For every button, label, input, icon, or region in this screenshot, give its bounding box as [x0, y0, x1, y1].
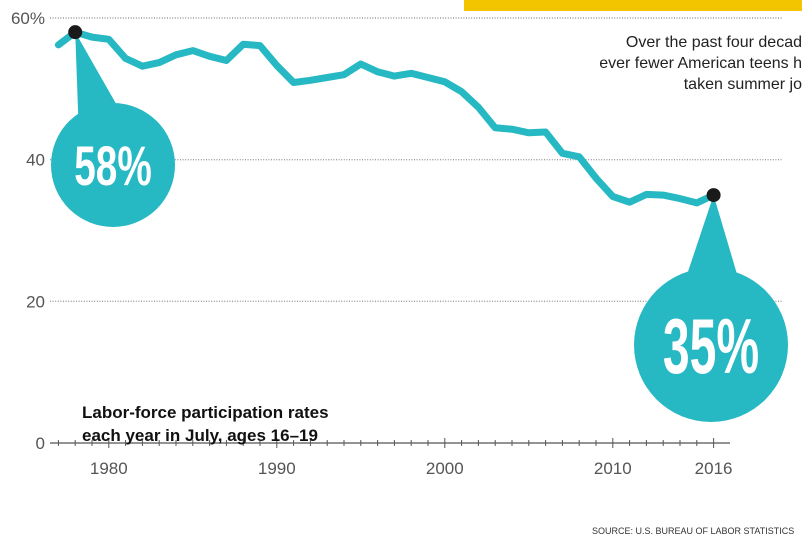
series-line-path [54, 28, 718, 207]
chart-label-line-1: Labor-force participation rates [82, 403, 329, 422]
callouts [51, 32, 788, 422]
highlight-point [706, 188, 721, 203]
x-tick-label: 1980 [90, 459, 128, 478]
x-tick-label: 1990 [258, 459, 296, 478]
x-tick-labels: 1980 1990 2000 2010 2016 [90, 459, 733, 478]
y-tick-label: 20 [26, 292, 45, 311]
callout-bubble [51, 103, 175, 227]
x-axis [50, 438, 730, 448]
callout-pointer [688, 195, 737, 273]
annotation-line-2: ever fewer American teens h [599, 55, 802, 72]
source-note: SOURCE: U.S. BUREAU OF LABOR STATISTICS [592, 526, 794, 536]
y-tick-label: 0 [36, 434, 45, 453]
x-tick-label: 2016 [695, 459, 733, 478]
highlight-point [68, 25, 83, 40]
y-tick-label: 60% [11, 9, 45, 28]
y-tick-labels: 0 20 40 60% [11, 9, 45, 453]
callout-label: 35% [663, 302, 759, 390]
callout-label: 58% [74, 134, 152, 197]
callout-labels: 58% 35% [74, 134, 759, 390]
x-tick-label: 2000 [426, 459, 464, 478]
header-banner [464, 0, 802, 11]
callout-pointer [75, 32, 116, 114]
highlight-points [68, 25, 721, 203]
x-tick-label: 2010 [594, 459, 632, 478]
annotation-line-3: taken summer jo [684, 76, 802, 93]
series-line [54, 28, 718, 207]
annotation-line-1: Over the past four decad [626, 34, 802, 51]
callout-bubble [634, 268, 788, 422]
chart-label-line-2: each year in July, ages 16–19 [82, 426, 318, 445]
y-tick-label: 40 [26, 151, 45, 170]
